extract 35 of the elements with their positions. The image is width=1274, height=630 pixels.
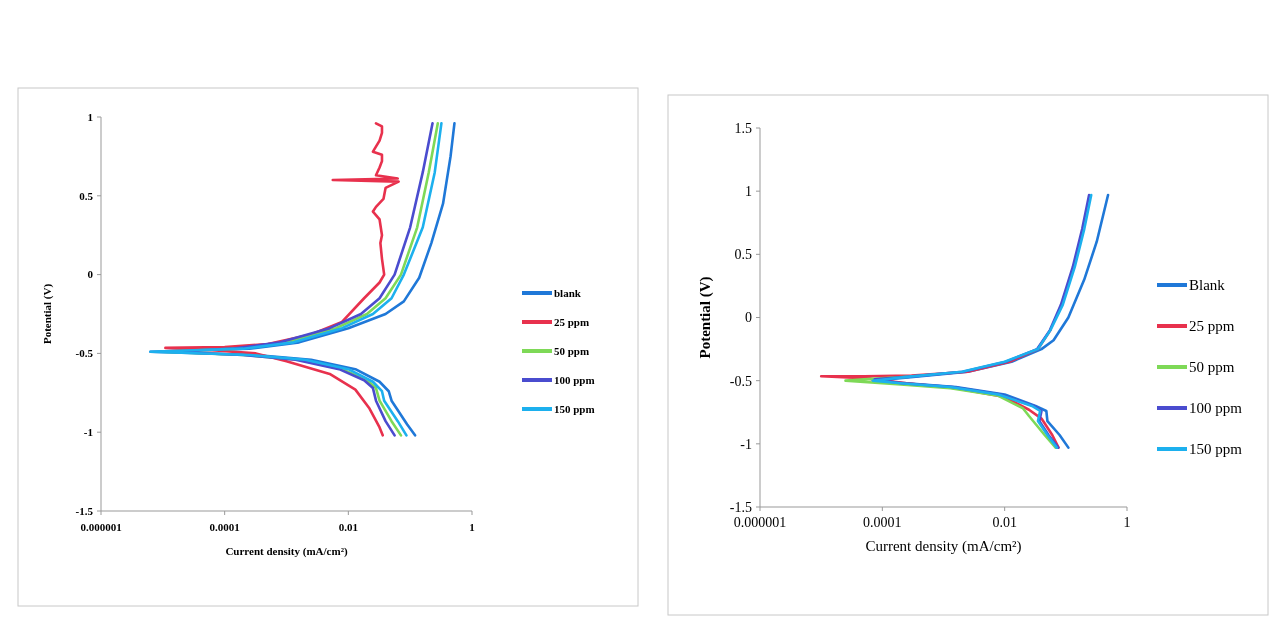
y-tick-label: 1	[87, 110, 93, 123]
y-tick-label: -0.5	[729, 373, 752, 389]
y-tick-label: 0.5	[734, 247, 752, 263]
legend-label: 100 ppm	[554, 373, 595, 386]
legend-label: Blank	[1189, 277, 1226, 294]
legend-label: blank	[554, 286, 582, 299]
x-tick-label: 0.000001	[80, 521, 122, 533]
x-axis-title: Current density (mA/cm²)	[225, 545, 348, 558]
y-tick-label: 0	[87, 268, 94, 281]
legend-label: 150 ppm	[554, 402, 595, 415]
x-tick-label: 0.0001	[863, 515, 902, 530]
legend-label: 25 ppm	[554, 315, 590, 328]
legend-label: 50 ppm	[1189, 359, 1235, 376]
y-tick-label: 0	[745, 310, 752, 326]
y-tick-label: -1.5	[75, 504, 94, 517]
x-tick-label: 0.000001	[733, 515, 787, 530]
x-tick-label: 1	[469, 521, 475, 533]
y-tick-label: -1	[740, 436, 752, 452]
y-tick-label: 1	[745, 184, 752, 200]
legend-label: 100 ppm	[1189, 400, 1243, 417]
legend-label: 150 ppm	[1189, 441, 1243, 458]
y-tick-label: 1.5	[734, 120, 752, 136]
y-tick-label: -0.5	[75, 347, 94, 360]
y-tick-label: -1.5	[729, 499, 752, 515]
legend-label: 25 ppm	[1189, 318, 1235, 335]
y-tick-label: 0.5	[79, 189, 94, 202]
x-tick-label: 0.01	[338, 521, 358, 533]
y-axis-title: Potential (V)	[41, 283, 54, 345]
x-tick-label: 0.0001	[209, 521, 240, 533]
y-tick-label: -1	[83, 426, 93, 439]
x-tick-label: 0.01	[992, 515, 1017, 530]
x-tick-label: 1	[1123, 515, 1131, 530]
x-axis-title: Current density (mA/cm²)	[865, 538, 1022, 555]
y-axis-title: Potential (V)	[697, 276, 714, 359]
legend-label: 50 ppm	[554, 344, 590, 357]
